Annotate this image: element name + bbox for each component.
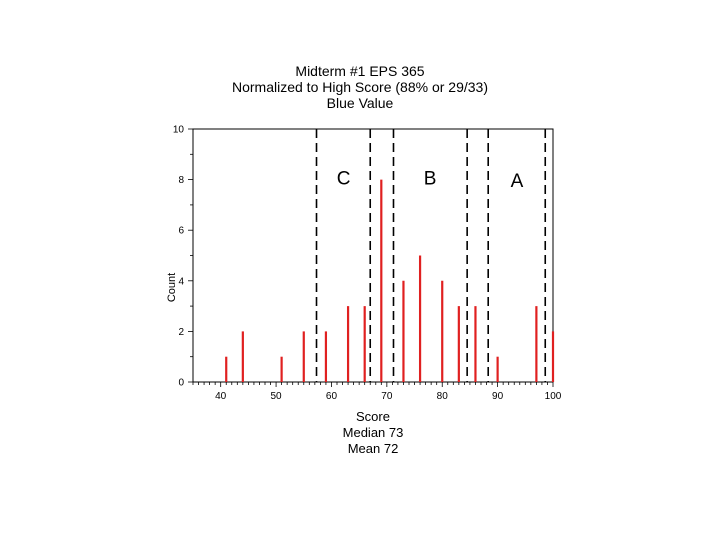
- x-axis-label-line: Score: [356, 409, 390, 424]
- x-axis-label-line: Mean 72: [348, 441, 399, 456]
- x-tick-label: 40: [215, 391, 227, 402]
- grade-dividers: [315, 129, 547, 382]
- chart-title-line: Midterm #1 EPS 365: [295, 63, 424, 79]
- y-axis-label-text: Count: [166, 273, 178, 302]
- y-tick-label: 10: [173, 125, 185, 136]
- x-tick-label: 50: [271, 391, 283, 402]
- grade-zone-label: A: [511, 171, 524, 192]
- x-tick-label: 60: [326, 391, 338, 402]
- grade-zone-label: B: [424, 169, 437, 190]
- x-tick-label: 100: [545, 391, 562, 402]
- y-axis-ticks: 0 2 4 6 8 10: [173, 125, 193, 389]
- grade-zone-label: C: [337, 169, 351, 190]
- bars: [225, 179, 555, 382]
- y-tick-label: 4: [178, 276, 184, 287]
- y-tick-label: 6: [178, 226, 184, 237]
- y-tick-label: 8: [178, 175, 184, 186]
- x-tick-label: 80: [437, 391, 449, 402]
- chart-title-line: Blue Value: [327, 95, 394, 111]
- chart-title-line: Normalized to High Score (88% or 29/33): [232, 79, 488, 95]
- y-axis-label: Count: [166, 273, 178, 302]
- x-axis-ticks: 40 50 60 70 80 90 100: [192, 382, 562, 402]
- x-tick-label: 90: [492, 391, 504, 402]
- y-tick-label: 0: [178, 378, 184, 389]
- x-tick-label: 70: [381, 391, 393, 402]
- y-tick-label: 2: [178, 327, 184, 338]
- plot-frame: [192, 128, 554, 383]
- x-axis-label-line: Median 73: [343, 425, 404, 440]
